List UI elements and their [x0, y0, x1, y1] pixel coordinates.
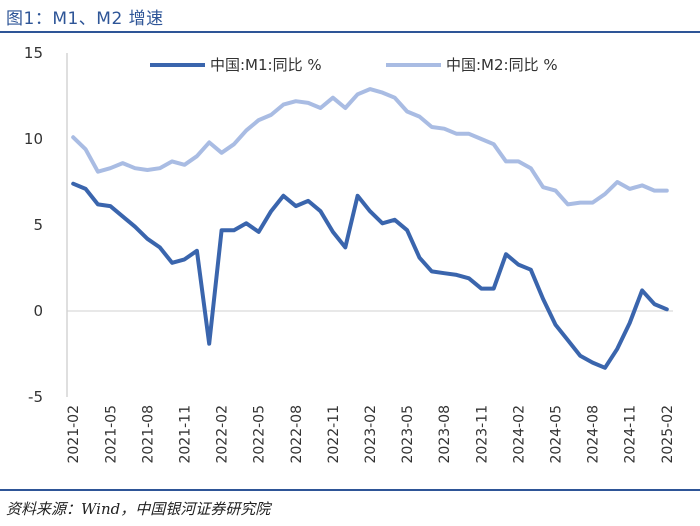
x-tick-label: 2024-05 [549, 405, 565, 464]
x-tick-label: 2022-11 [326, 405, 342, 464]
title-rule [0, 31, 700, 33]
x-axis-ticks: 2021-02 2021-05 2021-08 2021-11 2022-02 2022-… [66, 405, 676, 464]
legend-label: 中国:M1:同比 % [210, 56, 322, 74]
x-tick-label: 2022-02 [215, 405, 231, 464]
y-tick-label: 10 [24, 130, 43, 148]
x-tick-label: 2024-02 [511, 405, 527, 464]
y-axis-ticks: -5 0 5 10 15 [24, 44, 43, 406]
source-rule [0, 489, 700, 491]
legend-label: 中国:M2:同比 % [446, 56, 558, 74]
y-tick-label: 0 [33, 302, 43, 320]
y-tick-label: 5 [33, 216, 43, 234]
x-tick-label: 2023-08 [437, 405, 453, 464]
x-tick-label: 2023-11 [474, 405, 490, 464]
x-tick-label: 2023-02 [363, 405, 379, 464]
x-tick-label: 2022-08 [289, 405, 305, 464]
x-tick-label: 2024-11 [623, 405, 639, 464]
x-tick-label: 2022-05 [252, 405, 268, 464]
x-tick-label: 2021-05 [103, 405, 119, 464]
y-tick-label: -5 [28, 388, 43, 406]
x-tick-label: 2021-02 [66, 405, 82, 464]
x-tick-label: 2021-11 [177, 405, 193, 464]
x-tick-label: 2025-02 [660, 405, 676, 464]
x-tick-label: 2021-08 [140, 405, 156, 464]
source-note: 资料来源：Wind，中国银河证券研究院 [6, 500, 271, 518]
x-tick-label: 2023-05 [400, 405, 416, 464]
series-line [71, 181, 669, 370]
figure-title: 图1：M1、M2 增速 [6, 9, 164, 29]
series-line [71, 87, 669, 207]
chart-legend: 中国:M1:同比 % 中国:M2:同比 % [150, 56, 558, 74]
x-tick-label: 2024-08 [586, 405, 602, 464]
series-lines [71, 87, 669, 370]
y-tick-label: 15 [24, 44, 43, 62]
